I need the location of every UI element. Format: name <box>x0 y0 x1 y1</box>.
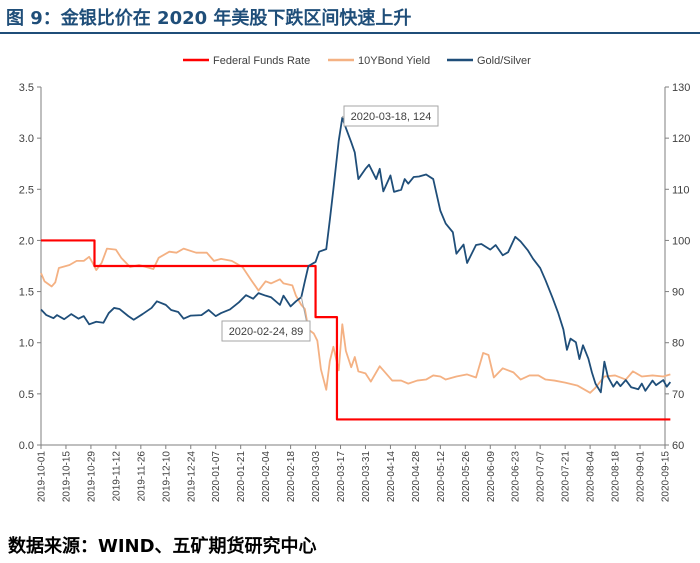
x-tick-label: 2020-04-28 <box>411 451 422 503</box>
x-tick-label: 2020-05-26 <box>461 451 472 503</box>
y-right-tick-label: 130 <box>672 82 690 94</box>
callout-box <box>343 105 439 127</box>
x-tick-label: 2020-01-07 <box>211 451 222 503</box>
x-tick-label: 2020-04-14 <box>386 451 397 503</box>
callout-box <box>221 320 311 342</box>
x-tick-label: 2020-01-21 <box>236 451 247 503</box>
chart: 0.0 0.5 1.0 1.5 2.0 2.5 3.0 3.5 60 70 80 90 100 110 12… <box>19 55 691 502</box>
x-tick-label: 2019-10-15 <box>61 451 72 503</box>
legend-label: Federal Funds Rate <box>213 55 310 67</box>
source-note: 数据来源：WIND、五矿期货研究中心 <box>8 536 317 557</box>
x-tick-label: 2020-05-12 <box>436 451 447 503</box>
series-group <box>40 116 672 421</box>
y-right-tick-label: 60 <box>672 440 684 452</box>
x-tick-label: 2019-12-10 <box>161 451 172 503</box>
y-left-tick-label: 0.5 <box>19 389 34 401</box>
y-left-tick-label: 3.0 <box>19 133 34 145</box>
legend: Federal Funds Rate 10YBond Yield Gold/Silv… <box>183 55 531 67</box>
axes: 0.0 0.5 1.0 1.5 2.0 2.5 3.0 3.5 60 70 80 90 100 110 12… <box>19 82 691 502</box>
series-line-10ybond-yield <box>40 247 671 394</box>
y-right-tick-label: 100 <box>672 235 690 247</box>
title-divider <box>0 32 700 34</box>
x-tick-label: 2020-03-31 <box>361 451 372 503</box>
x-tick-label: 2020-09-15 <box>661 451 672 503</box>
callouts: 2020-03-18, 124 2020-02-24, 89 <box>221 105 439 342</box>
x-tick-label: 2019-10-29 <box>86 451 97 503</box>
y-left-tick-label: 2.0 <box>19 235 34 247</box>
callout-leader <box>300 296 308 325</box>
y-right-tick-label: 120 <box>672 133 690 145</box>
y-left-tick-label: 1.5 <box>19 287 34 299</box>
x-tick-label: 2020-07-07 <box>536 451 547 503</box>
x-tick-label: 2020-03-03 <box>311 451 322 503</box>
callout-label: 2020-03-18, 124 <box>351 111 432 123</box>
callout-leader <box>341 115 344 118</box>
x-tick-label: 2020-02-04 <box>261 451 272 503</box>
callout-label: 2020-02-24, 89 <box>229 326 304 338</box>
y-left-tick-label: 3.5 <box>19 82 34 94</box>
y-right-tick-label: 70 <box>672 389 684 401</box>
x-tick-label: 2020-03-17 <box>336 451 347 503</box>
y-right-tick-label: 90 <box>672 287 684 299</box>
x-tick-label: 2020-08-18 <box>611 451 622 503</box>
x-tick-label: 2020-09-01 <box>636 451 647 503</box>
y-left-tick-label: 1.0 <box>19 338 34 350</box>
y-right-tick-label: 80 <box>672 338 684 350</box>
x-tick-label: 2019-10-01 <box>37 451 48 503</box>
y-left-tick-label: 2.5 <box>19 184 34 196</box>
x-tick-label: 2019-11-26 <box>136 451 147 502</box>
legend-label: Gold/Silver <box>477 55 531 67</box>
series-line-federal-funds-rate <box>41 239 671 421</box>
series-line-gold-silver <box>40 116 672 394</box>
x-tick-label: 2020-06-09 <box>486 451 497 503</box>
x-tick-label: 2020-08-04 <box>586 451 597 503</box>
legend-label: 10YBond Yield <box>358 55 430 67</box>
x-tick-label: 2019-11-12 <box>111 451 122 502</box>
x-tick-label: 2020-07-21 <box>561 451 572 503</box>
x-tick-label: 2020-02-18 <box>286 451 297 503</box>
figure-title: 图 9：金银比价在 2020 年美股下跌区间快速上升 <box>6 8 412 29</box>
x-tick-label: 2019-12-24 <box>186 451 197 503</box>
y-left-tick-label: 0.0 <box>19 440 34 452</box>
y-right-tick-label: 110 <box>672 184 690 196</box>
x-tick-label: 2020-06-23 <box>511 451 522 503</box>
